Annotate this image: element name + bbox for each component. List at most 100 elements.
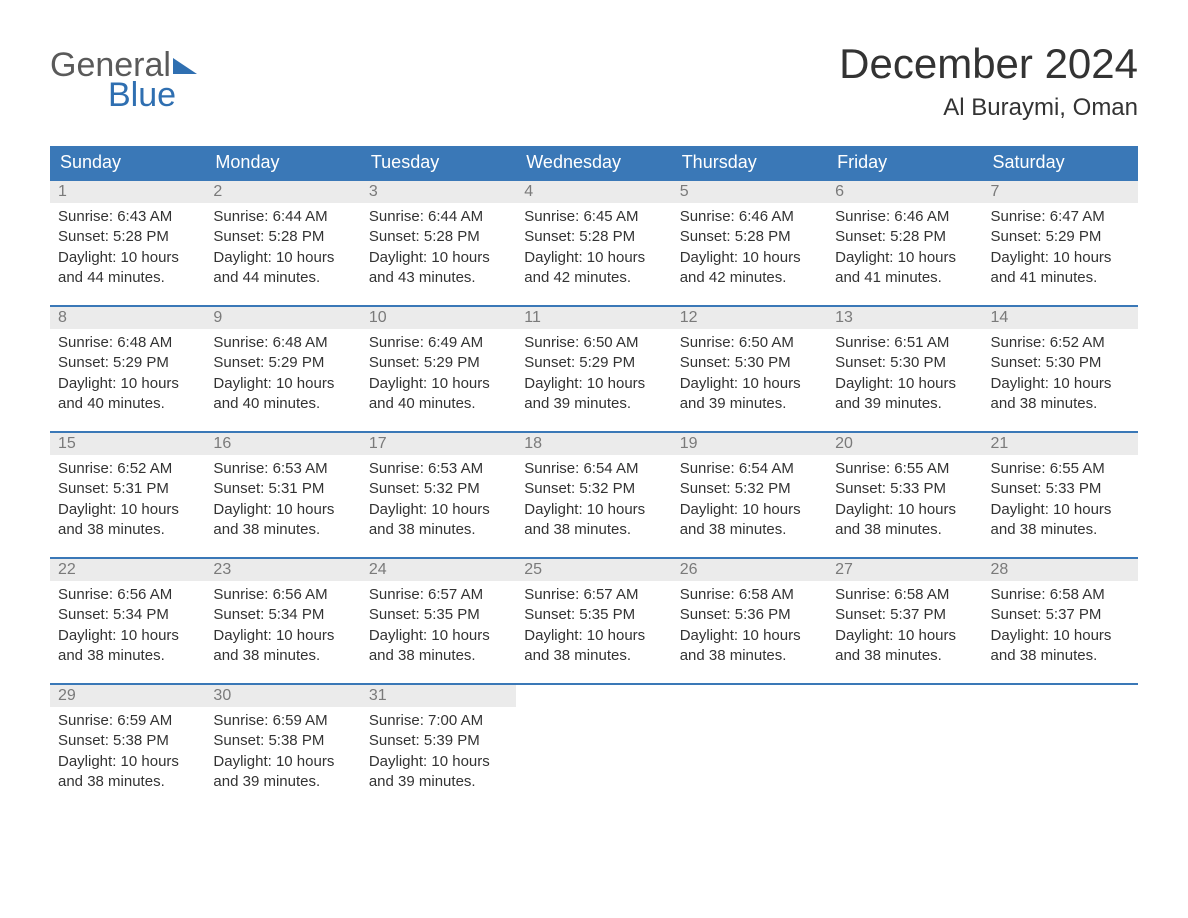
day-number: 27 bbox=[827, 559, 982, 581]
day-cell: 30Sunrise: 6:59 AMSunset: 5:38 PMDayligh… bbox=[205, 684, 360, 810]
sunrise-line: Sunrise: 6:46 AM bbox=[680, 207, 819, 227]
day-cell bbox=[827, 684, 982, 810]
week-row: 8Sunrise: 6:48 AMSunset: 5:29 PMDaylight… bbox=[50, 306, 1138, 432]
daylight-line: Daylight: 10 hours and 42 minutes. bbox=[524, 248, 663, 289]
sunrise-line: Sunrise: 6:58 AM bbox=[835, 585, 974, 605]
sunrise-line: Sunrise: 6:58 AM bbox=[680, 585, 819, 605]
sunset-line: Sunset: 5:39 PM bbox=[369, 731, 508, 751]
day-number: 20 bbox=[827, 433, 982, 455]
daylight-line: Daylight: 10 hours and 38 minutes. bbox=[58, 626, 197, 667]
day-number: 7 bbox=[983, 181, 1138, 203]
day-number: 10 bbox=[361, 307, 516, 329]
day-body: Sunrise: 6:51 AMSunset: 5:30 PMDaylight:… bbox=[827, 329, 982, 422]
sunset-line: Sunset: 5:29 PM bbox=[991, 227, 1130, 247]
day-body: Sunrise: 6:46 AMSunset: 5:28 PMDaylight:… bbox=[827, 203, 982, 296]
day-number: 16 bbox=[205, 433, 360, 455]
daylight-line: Daylight: 10 hours and 38 minutes. bbox=[213, 626, 352, 667]
day-body: Sunrise: 6:52 AMSunset: 5:31 PMDaylight:… bbox=[50, 455, 205, 548]
day-body: Sunrise: 6:58 AMSunset: 5:36 PMDaylight:… bbox=[672, 581, 827, 674]
weekday-header: Monday bbox=[205, 146, 360, 180]
day-cell: 26Sunrise: 6:58 AMSunset: 5:36 PMDayligh… bbox=[672, 558, 827, 684]
daylight-line: Daylight: 10 hours and 38 minutes. bbox=[835, 626, 974, 667]
sunrise-line: Sunrise: 6:54 AM bbox=[524, 459, 663, 479]
daylight-line: Daylight: 10 hours and 38 minutes. bbox=[991, 626, 1130, 667]
day-body: Sunrise: 6:57 AMSunset: 5:35 PMDaylight:… bbox=[361, 581, 516, 674]
day-cell: 21Sunrise: 6:55 AMSunset: 5:33 PMDayligh… bbox=[983, 432, 1138, 558]
day-cell: 31Sunrise: 7:00 AMSunset: 5:39 PMDayligh… bbox=[361, 684, 516, 810]
sunrise-line: Sunrise: 6:45 AM bbox=[524, 207, 663, 227]
sunset-line: Sunset: 5:31 PM bbox=[58, 479, 197, 499]
sunrise-line: Sunrise: 6:58 AM bbox=[991, 585, 1130, 605]
day-body: Sunrise: 6:50 AMSunset: 5:29 PMDaylight:… bbox=[516, 329, 671, 422]
day-cell bbox=[983, 684, 1138, 810]
week-row: 22Sunrise: 6:56 AMSunset: 5:34 PMDayligh… bbox=[50, 558, 1138, 684]
day-number: 13 bbox=[827, 307, 982, 329]
day-number: 21 bbox=[983, 433, 1138, 455]
sunrise-line: Sunrise: 6:48 AM bbox=[213, 333, 352, 353]
month-title: December 2024 bbox=[839, 40, 1138, 88]
day-body: Sunrise: 6:56 AMSunset: 5:34 PMDaylight:… bbox=[205, 581, 360, 674]
sunset-line: Sunset: 5:33 PM bbox=[991, 479, 1130, 499]
day-body: Sunrise: 6:47 AMSunset: 5:29 PMDaylight:… bbox=[983, 203, 1138, 296]
day-cell: 1Sunrise: 6:43 AMSunset: 5:28 PMDaylight… bbox=[50, 180, 205, 306]
daylight-line: Daylight: 10 hours and 38 minutes. bbox=[991, 500, 1130, 541]
day-body: Sunrise: 6:55 AMSunset: 5:33 PMDaylight:… bbox=[827, 455, 982, 548]
sunrise-line: Sunrise: 6:46 AM bbox=[835, 207, 974, 227]
day-cell: 28Sunrise: 6:58 AMSunset: 5:37 PMDayligh… bbox=[983, 558, 1138, 684]
day-body: Sunrise: 6:53 AMSunset: 5:31 PMDaylight:… bbox=[205, 455, 360, 548]
day-body: Sunrise: 6:53 AMSunset: 5:32 PMDaylight:… bbox=[361, 455, 516, 548]
daylight-line: Daylight: 10 hours and 43 minutes. bbox=[369, 248, 508, 289]
day-number: 11 bbox=[516, 307, 671, 329]
sunrise-line: Sunrise: 6:47 AM bbox=[991, 207, 1130, 227]
day-body: Sunrise: 6:49 AMSunset: 5:29 PMDaylight:… bbox=[361, 329, 516, 422]
sunrise-line: Sunrise: 6:56 AM bbox=[58, 585, 197, 605]
sunrise-line: Sunrise: 6:52 AM bbox=[991, 333, 1130, 353]
day-number: 4 bbox=[516, 181, 671, 203]
day-number: 17 bbox=[361, 433, 516, 455]
sunrise-line: Sunrise: 6:44 AM bbox=[213, 207, 352, 227]
day-body: Sunrise: 6:44 AMSunset: 5:28 PMDaylight:… bbox=[361, 203, 516, 296]
sunset-line: Sunset: 5:28 PM bbox=[369, 227, 508, 247]
sunset-line: Sunset: 5:30 PM bbox=[835, 353, 974, 373]
day-number: 1 bbox=[50, 181, 205, 203]
day-number: 15 bbox=[50, 433, 205, 455]
day-number: 31 bbox=[361, 685, 516, 707]
day-number: 30 bbox=[205, 685, 360, 707]
daylight-line: Daylight: 10 hours and 41 minutes. bbox=[991, 248, 1130, 289]
day-cell: 10Sunrise: 6:49 AMSunset: 5:29 PMDayligh… bbox=[361, 306, 516, 432]
day-number: 2 bbox=[205, 181, 360, 203]
sunrise-line: Sunrise: 6:44 AM bbox=[369, 207, 508, 227]
sunset-line: Sunset: 5:28 PM bbox=[835, 227, 974, 247]
sunset-line: Sunset: 5:31 PM bbox=[213, 479, 352, 499]
day-body: Sunrise: 6:50 AMSunset: 5:30 PMDaylight:… bbox=[672, 329, 827, 422]
sunset-line: Sunset: 5:38 PM bbox=[213, 731, 352, 751]
daylight-line: Daylight: 10 hours and 38 minutes. bbox=[680, 500, 819, 541]
day-cell: 15Sunrise: 6:52 AMSunset: 5:31 PMDayligh… bbox=[50, 432, 205, 558]
day-cell: 20Sunrise: 6:55 AMSunset: 5:33 PMDayligh… bbox=[827, 432, 982, 558]
daylight-line: Daylight: 10 hours and 39 minutes. bbox=[369, 752, 508, 793]
sunrise-line: Sunrise: 6:52 AM bbox=[58, 459, 197, 479]
weekday-header: Sunday bbox=[50, 146, 205, 180]
day-cell: 12Sunrise: 6:50 AMSunset: 5:30 PMDayligh… bbox=[672, 306, 827, 432]
weekday-header: Saturday bbox=[983, 146, 1138, 180]
sunset-line: Sunset: 5:32 PM bbox=[680, 479, 819, 499]
page-header: General Blue December 2024 Al Buraymi, O… bbox=[50, 40, 1138, 126]
sunrise-line: Sunrise: 6:57 AM bbox=[369, 585, 508, 605]
daylight-line: Daylight: 10 hours and 38 minutes. bbox=[680, 626, 819, 667]
day-cell: 27Sunrise: 6:58 AMSunset: 5:37 PMDayligh… bbox=[827, 558, 982, 684]
daylight-line: Daylight: 10 hours and 39 minutes. bbox=[835, 374, 974, 415]
calendar-table: Sunday Monday Tuesday Wednesday Thursday… bbox=[50, 146, 1138, 810]
day-cell: 2Sunrise: 6:44 AMSunset: 5:28 PMDaylight… bbox=[205, 180, 360, 306]
day-number: 12 bbox=[672, 307, 827, 329]
daylight-line: Daylight: 10 hours and 38 minutes. bbox=[369, 500, 508, 541]
sunrise-line: Sunrise: 6:50 AM bbox=[680, 333, 819, 353]
day-cell: 8Sunrise: 6:48 AMSunset: 5:29 PMDaylight… bbox=[50, 306, 205, 432]
sunset-line: Sunset: 5:32 PM bbox=[524, 479, 663, 499]
sunset-line: Sunset: 5:30 PM bbox=[680, 353, 819, 373]
sunrise-line: Sunrise: 6:51 AM bbox=[835, 333, 974, 353]
daylight-line: Daylight: 10 hours and 40 minutes. bbox=[369, 374, 508, 415]
sunset-line: Sunset: 5:33 PM bbox=[835, 479, 974, 499]
sunset-line: Sunset: 5:37 PM bbox=[991, 605, 1130, 625]
day-body: Sunrise: 7:00 AMSunset: 5:39 PMDaylight:… bbox=[361, 707, 516, 800]
day-cell: 17Sunrise: 6:53 AMSunset: 5:32 PMDayligh… bbox=[361, 432, 516, 558]
